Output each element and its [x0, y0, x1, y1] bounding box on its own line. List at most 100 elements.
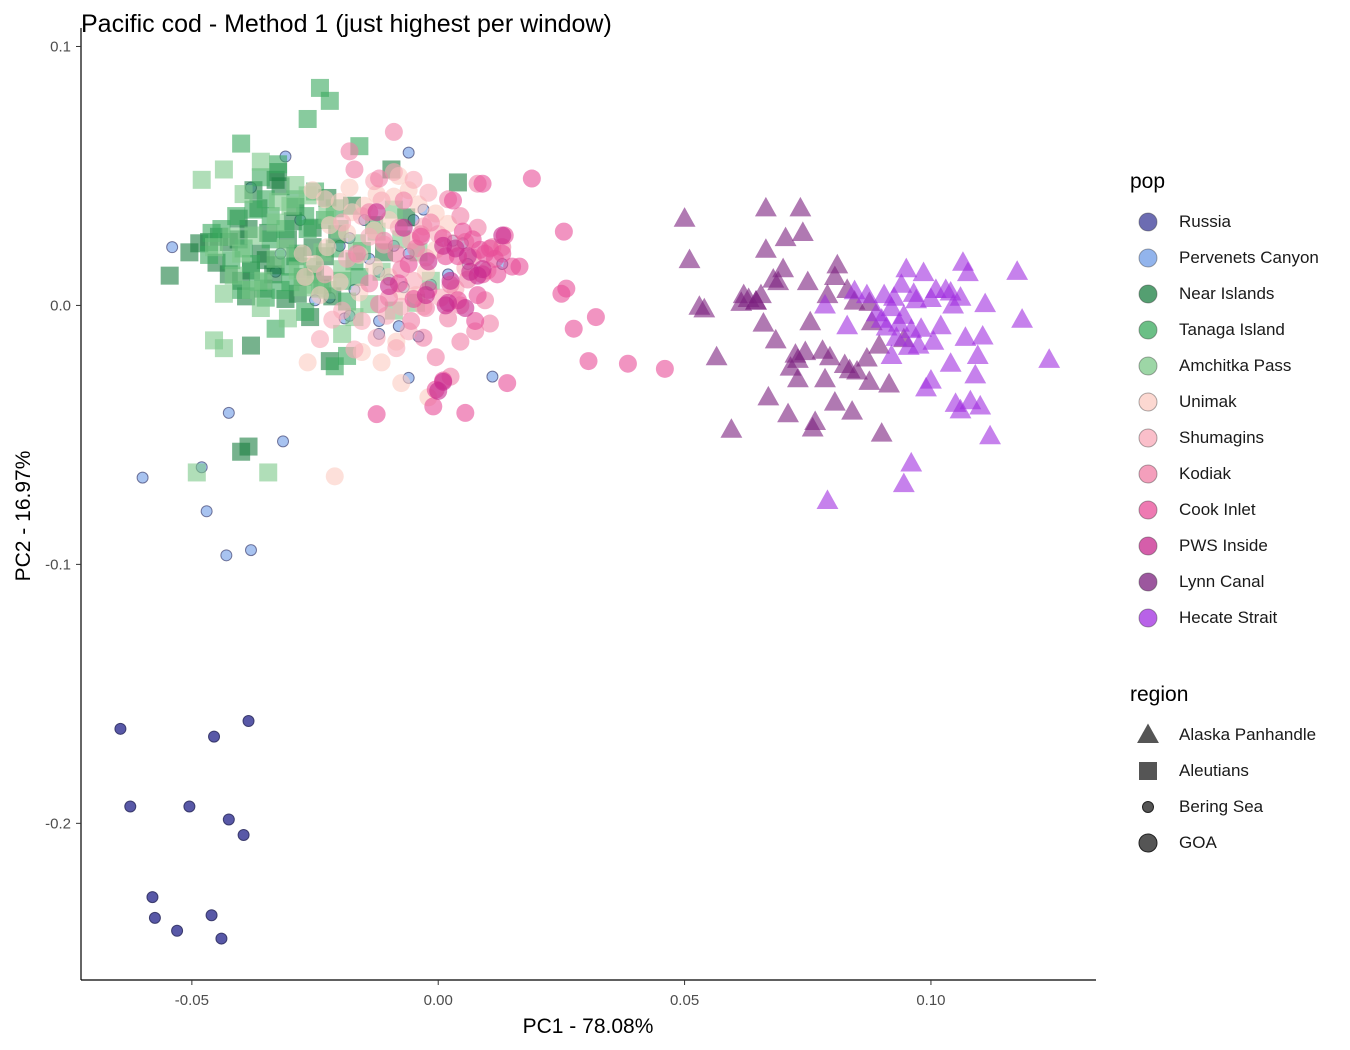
data-point [215, 932, 228, 945]
data-point [160, 266, 179, 285]
legend-key [1130, 348, 1166, 384]
region-legend-entries: Alaska Panhandle Aleutians Bering Sea GOA [1130, 717, 1316, 861]
legend-swatch [1142, 801, 1154, 813]
data-point [673, 207, 696, 227]
legend-swatch [1137, 723, 1159, 744]
data-point [750, 283, 772, 304]
data-point [966, 344, 989, 364]
legend-entry: Bering Sea [1130, 789, 1316, 825]
legend-key [1130, 204, 1166, 240]
data-point [461, 262, 480, 281]
data-point [320, 91, 339, 110]
series-tanaga-island [200, 78, 384, 376]
data-point [296, 302, 315, 321]
data-point [414, 328, 433, 347]
data-point [214, 284, 233, 303]
series-russia [114, 715, 255, 945]
region-legend-title: region [1130, 683, 1189, 706]
data-point [183, 800, 196, 813]
data-point [360, 274, 379, 293]
data-point [166, 241, 179, 254]
legend-label: Cook Inlet [1179, 500, 1256, 519]
legend-key [1130, 717, 1166, 753]
data-point [180, 243, 199, 262]
data-point [429, 381, 448, 400]
data-point [402, 146, 415, 159]
data-point [836, 314, 859, 335]
legend-entry: Tanaga Island [1130, 312, 1319, 348]
data-point [1006, 260, 1029, 280]
data-point [767, 270, 790, 291]
data-point [416, 286, 435, 305]
region-legend: region Alaska Panhandle Aleutians Bering S… [1130, 683, 1316, 861]
data-point [777, 402, 799, 423]
data-point [441, 271, 460, 290]
data-point [325, 467, 344, 486]
legend-key [1130, 276, 1166, 312]
legend-swatch [1138, 356, 1158, 376]
data-point [402, 311, 421, 330]
data-point [277, 435, 290, 448]
data-point [823, 391, 846, 411]
data-point [269, 155, 288, 174]
legend-label: Russia [1179, 212, 1231, 231]
data-point [333, 213, 352, 232]
data-point [261, 230, 280, 249]
data-point [192, 170, 211, 189]
legend-key [1130, 825, 1166, 861]
data-point [448, 173, 467, 192]
data-point [416, 299, 435, 318]
legend-swatch [1138, 608, 1158, 628]
data-point [564, 319, 583, 338]
data-point [345, 160, 364, 179]
data-point [379, 277, 398, 296]
data-point [922, 330, 945, 350]
data-point [315, 265, 334, 284]
legend-key [1130, 564, 1166, 600]
data-point [200, 505, 213, 518]
data-point [318, 238, 337, 257]
data-point [124, 800, 137, 813]
data-point [466, 311, 485, 330]
data-point [222, 227, 241, 246]
data-point [554, 222, 573, 241]
data-point [969, 394, 992, 415]
legend-key [1130, 789, 1166, 825]
data-point [232, 244, 251, 263]
data-point [372, 353, 391, 372]
legend-key [1130, 240, 1166, 276]
x-tick-label: 0.10 [916, 992, 945, 1009]
data-point [340, 178, 359, 197]
data-point [340, 142, 359, 161]
data-point [392, 374, 411, 393]
data-point [434, 236, 453, 255]
data-point [367, 328, 386, 347]
data-point [900, 451, 923, 472]
x-axis-label: PC1 - 78.08% [523, 1015, 654, 1038]
data-point [655, 359, 674, 378]
data-point [910, 317, 933, 337]
data-point [384, 163, 403, 182]
legend-entry: Cook Inlet [1130, 492, 1319, 528]
data-point [510, 257, 529, 276]
data-point [826, 253, 849, 274]
data-point [814, 367, 836, 388]
legend-key [1130, 600, 1166, 636]
data-point [458, 247, 477, 266]
data-point [296, 207, 315, 226]
data-point [387, 244, 406, 263]
legend-swatch [1138, 248, 1158, 268]
data-point [281, 196, 300, 215]
data-point [232, 134, 251, 153]
data-point [868, 334, 891, 354]
legend-label: Near Islands [1179, 284, 1275, 303]
legend-swatch [1138, 284, 1158, 304]
data-point [757, 385, 780, 406]
data-point [451, 332, 470, 351]
data-point [367, 405, 386, 424]
legend-swatch [1138, 464, 1158, 484]
legend-label: Pervenets Canyon [1179, 248, 1319, 267]
data-point [752, 312, 775, 332]
data-point [222, 813, 235, 826]
data-point [794, 340, 817, 361]
